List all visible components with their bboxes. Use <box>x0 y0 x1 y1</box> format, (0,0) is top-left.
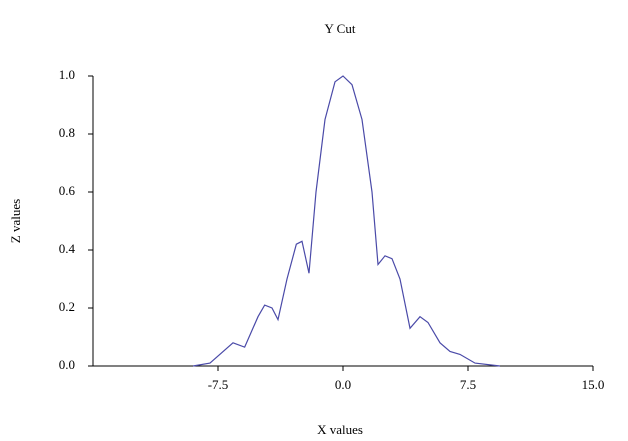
y-axis-label: Z values <box>8 199 23 243</box>
y-tick-label: 0.0 <box>59 357 75 372</box>
x-tick-label: 0.0 <box>335 377 351 392</box>
y-tick-label: 0.8 <box>59 125 75 140</box>
x-tick-label: 7.5 <box>460 377 476 392</box>
x-tick-label: -7.5 <box>208 377 229 392</box>
y-tick-label: 0.2 <box>59 299 75 314</box>
chart-title: Y Cut <box>325 21 356 36</box>
y-tick-label: 0.6 <box>59 183 76 198</box>
x-axis-label: X values <box>317 422 363 437</box>
y-tick-label: 0.4 <box>59 241 76 256</box>
y-tick-label: 1.0 <box>59 67 75 82</box>
x-tick-label: 15.0 <box>582 377 605 392</box>
line <box>192 75 501 367</box>
